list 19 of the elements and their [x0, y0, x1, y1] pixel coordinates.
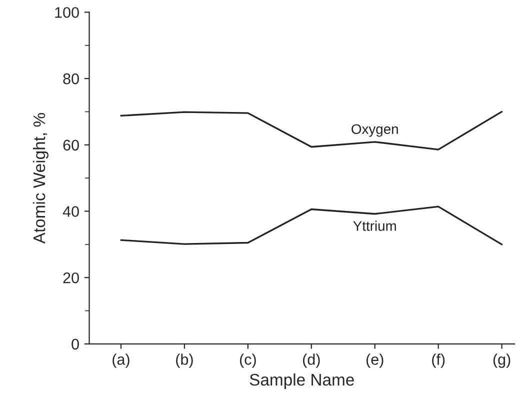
- x-tick-label: (f): [432, 354, 445, 368]
- x-tick-label: (d): [303, 354, 320, 368]
- y-tick-label: 80: [63, 73, 79, 84]
- series-label: Yttrium: [353, 220, 396, 231]
- y-tick-label: 100: [55, 7, 79, 18]
- x-tick-label: (b): [176, 354, 193, 368]
- x-tick-label: (a): [112, 354, 130, 368]
- x-axis-title: Sample Name: [250, 373, 354, 389]
- y-tick-label: 40: [62, 206, 79, 217]
- series-label: Oxygen: [352, 124, 398, 137]
- line-series: [120, 110, 503, 150]
- y-tick-label: 0: [72, 338, 79, 350]
- line-series: [120, 206, 503, 246]
- x-tick-label: (c): [240, 354, 256, 368]
- x-tick-label: (g): [493, 354, 510, 368]
- y-axis-title: Atomic Weight, %: [32, 113, 48, 244]
- x-tick-label: (e): [366, 354, 384, 368]
- y-tick-label: 20: [63, 272, 79, 284]
- y-tick-label: 60: [63, 140, 79, 151]
